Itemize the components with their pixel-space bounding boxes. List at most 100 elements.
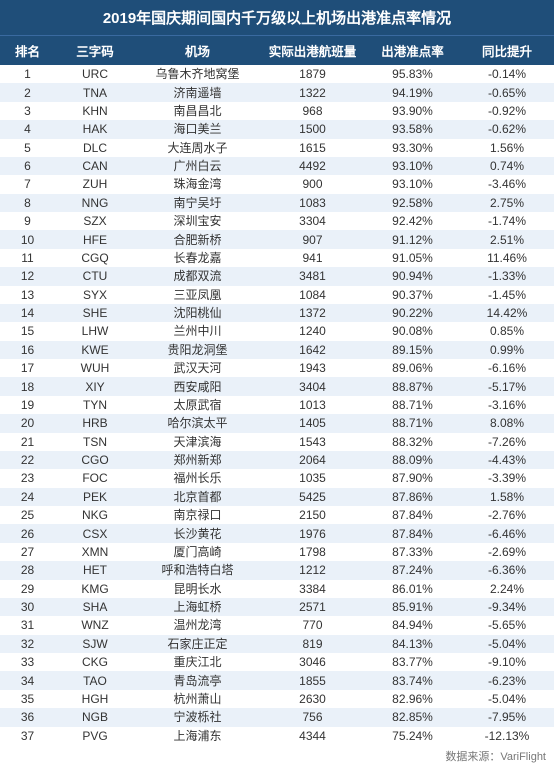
cell-rank: 27 (0, 544, 55, 560)
table-body: 1URC乌鲁木齐地窝堡187995.83%-0.14%2TNA济南遥墙13229… (0, 65, 554, 745)
cell-yoy: -7.95% (460, 709, 554, 725)
cell-rank: 37 (0, 728, 55, 744)
table-row: 33CKG重庆江北304683.77%-9.10% (0, 653, 554, 671)
cell-code: CSX (55, 526, 135, 542)
cell-yoy: -3.46% (460, 176, 554, 192)
cell-departures: 2630 (260, 691, 365, 707)
cell-rate: 95.83% (365, 66, 460, 82)
cell-yoy: -0.92% (460, 103, 554, 119)
cell-rank: 13 (0, 287, 55, 303)
table-row: 19TYN太原武宿101388.71%-3.16% (0, 396, 554, 414)
cell-rate: 82.96% (365, 691, 460, 707)
table-row: 35HGH杭州萧山263082.96%-5.04% (0, 690, 554, 708)
cell-rank: 32 (0, 636, 55, 652)
cell-rank: 34 (0, 673, 55, 689)
table-row: 16KWE贵阳龙洞堡164289.15%0.99% (0, 341, 554, 359)
cell-code: TAO (55, 673, 135, 689)
table-title: 2019年国庆期间国内千万级以上机场出港准点率情况 (0, 0, 554, 35)
cell-yoy: -6.16% (460, 360, 554, 376)
cell-yoy: -6.36% (460, 562, 554, 578)
cell-rank: 17 (0, 360, 55, 376)
cell-airport: 广州白云 (135, 158, 260, 174)
cell-rate: 83.77% (365, 654, 460, 670)
table-container: 2019年国庆期间国内千万级以上机场出港准点率情况 排名 三字码 机场 实际出港… (0, 0, 554, 764)
cell-airport: 上海浦东 (135, 728, 260, 744)
cell-rank: 19 (0, 397, 55, 413)
cell-airport: 兰州中川 (135, 323, 260, 339)
cell-airport: 长春龙嘉 (135, 250, 260, 266)
cell-departures: 4492 (260, 158, 365, 174)
cell-rate: 84.94% (365, 617, 460, 633)
cell-airport: 珠海金湾 (135, 176, 260, 192)
cell-departures: 770 (260, 617, 365, 633)
cell-code: SYX (55, 287, 135, 303)
cell-rate: 89.15% (365, 342, 460, 358)
cell-airport: 上海虹桥 (135, 599, 260, 615)
table-row: 23FOC福州长乐103587.90%-3.39% (0, 469, 554, 487)
cell-yoy: -1.33% (460, 268, 554, 284)
cell-code: ZUH (55, 176, 135, 192)
cell-rate: 93.58% (365, 121, 460, 137)
cell-rank: 26 (0, 526, 55, 542)
cell-yoy: -5.17% (460, 379, 554, 395)
cell-code: KMG (55, 581, 135, 597)
table-row: 14SHE沈阳桃仙137290.22%14.42% (0, 304, 554, 322)
cell-yoy: -9.10% (460, 654, 554, 670)
cell-yoy: 11.46% (460, 250, 554, 266)
cell-yoy: -0.62% (460, 121, 554, 137)
cell-departures: 2064 (260, 452, 365, 468)
cell-rank: 23 (0, 470, 55, 486)
cell-airport: 贵阳龙洞堡 (135, 342, 260, 358)
cell-code: PEK (55, 489, 135, 505)
cell-rank: 22 (0, 452, 55, 468)
cell-yoy: -0.65% (460, 85, 554, 101)
cell-rank: 7 (0, 176, 55, 192)
cell-code: TSN (55, 434, 135, 450)
cell-airport: 南昌昌北 (135, 103, 260, 119)
cell-rate: 85.91% (365, 599, 460, 615)
cell-rate: 93.10% (365, 158, 460, 174)
cell-departures: 907 (260, 232, 365, 248)
cell-airport: 昆明长水 (135, 581, 260, 597)
table-row: 22CGO郑州新郑206488.09%-4.43% (0, 451, 554, 469)
cell-rank: 29 (0, 581, 55, 597)
cell-code: CAN (55, 158, 135, 174)
cell-airport: 南京禄口 (135, 507, 260, 523)
cell-rank: 1 (0, 66, 55, 82)
cell-rank: 21 (0, 434, 55, 450)
cell-rate: 88.71% (365, 397, 460, 413)
table-row: 13SYX三亚凤凰108490.37%-1.45% (0, 286, 554, 304)
cell-code: NKG (55, 507, 135, 523)
cell-rank: 24 (0, 489, 55, 505)
cell-departures: 1212 (260, 562, 365, 578)
cell-rate: 88.32% (365, 434, 460, 450)
cell-departures: 1615 (260, 140, 365, 156)
table-row: 8NNG南宁吴圩108392.58%2.75% (0, 194, 554, 212)
cell-yoy: 8.08% (460, 415, 554, 431)
table-row: 29KMG昆明长水338486.01%2.24% (0, 580, 554, 598)
cell-departures: 819 (260, 636, 365, 652)
header-departures: 实际出港航班量 (260, 41, 365, 60)
cell-airport: 三亚凤凰 (135, 287, 260, 303)
cell-code: SZX (55, 213, 135, 229)
cell-code: XIY (55, 379, 135, 395)
cell-rank: 16 (0, 342, 55, 358)
cell-departures: 1083 (260, 195, 365, 211)
cell-yoy: -0.14% (460, 66, 554, 82)
cell-airport: 青岛流亭 (135, 673, 260, 689)
header-rate: 出港准点率 (365, 41, 460, 60)
cell-code: TNA (55, 85, 135, 101)
cell-rank: 35 (0, 691, 55, 707)
cell-departures: 1405 (260, 415, 365, 431)
cell-rank: 18 (0, 379, 55, 395)
cell-yoy: 1.58% (460, 489, 554, 505)
cell-departures: 1372 (260, 305, 365, 321)
cell-rate: 87.24% (365, 562, 460, 578)
cell-departures: 3304 (260, 213, 365, 229)
cell-rank: 2 (0, 85, 55, 101)
table-row: 3KHN南昌昌北96893.90%-0.92% (0, 102, 554, 120)
cell-airport: 长沙黄花 (135, 526, 260, 542)
cell-rank: 12 (0, 268, 55, 284)
cell-yoy: 1.56% (460, 140, 554, 156)
cell-yoy: 0.85% (460, 323, 554, 339)
